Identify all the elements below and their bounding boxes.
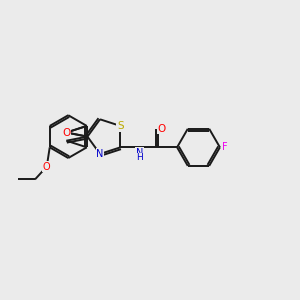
Text: O: O [62,128,70,137]
Text: F: F [222,142,228,152]
Text: N: N [136,148,143,158]
Text: N: N [96,149,104,159]
Text: S: S [117,121,124,131]
Text: O: O [43,162,51,172]
Text: O: O [157,124,166,134]
Text: H: H [136,153,143,162]
